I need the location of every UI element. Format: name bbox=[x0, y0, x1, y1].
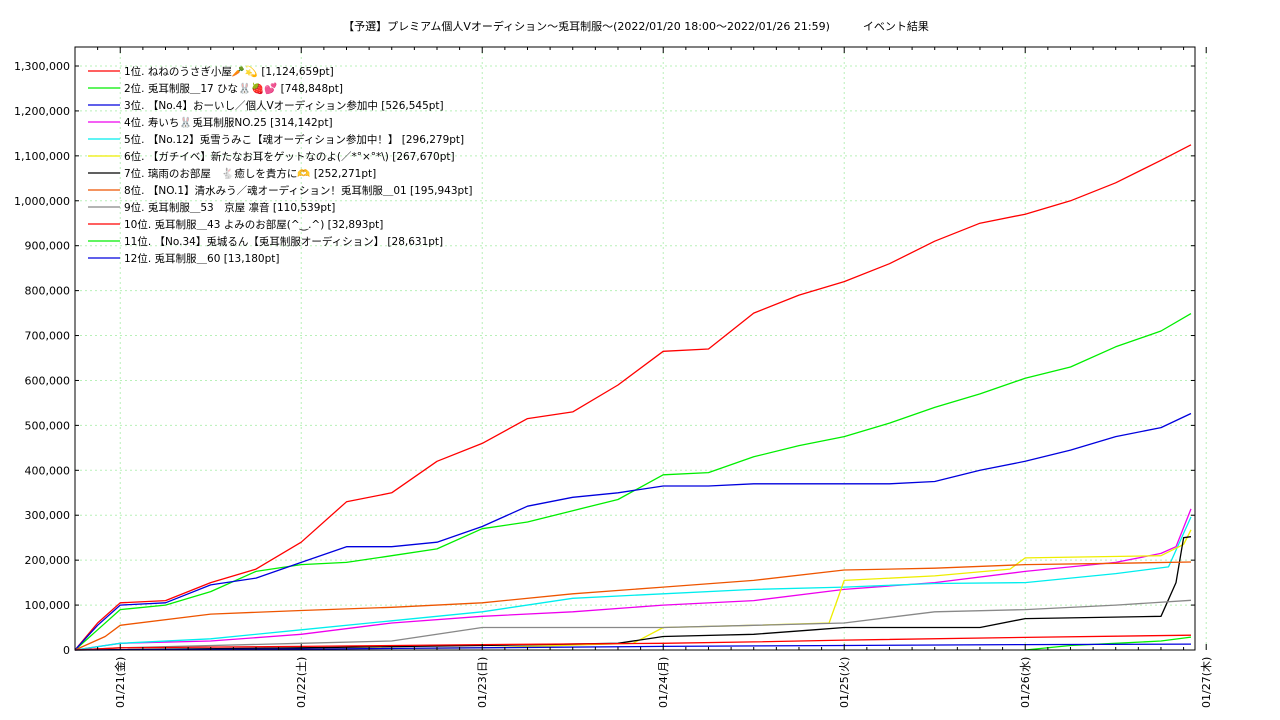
legend-label-5: 5位. 【No.12】兎雪うみこ【魂オーディション参加中！】 [296,279p… bbox=[124, 133, 464, 146]
series-line-12 bbox=[74, 643, 1192, 651]
series-line-7 bbox=[74, 536, 1192, 651]
y-tick-label: 300,000 bbox=[25, 509, 71, 522]
x-tick-label: 01/23(日) bbox=[476, 657, 489, 708]
legend-label-6: 6位. 【ガチイベ】新たなお耳をゲットなのよ(／*°×°*\) [267,670… bbox=[124, 150, 455, 163]
x-tick-label: 01/26(水) bbox=[1019, 657, 1032, 708]
y-tick-label: 800,000 bbox=[25, 285, 71, 298]
legend-label-3: 3位. 【No.4】おーいし／個人Vオーディション参加中 [526,545pt] bbox=[124, 99, 444, 112]
legend-label-4: 4位. 寿いち🐰兎耳制服NO.25 [314,142pt] bbox=[124, 116, 333, 129]
series-line-10 bbox=[74, 634, 1192, 651]
x-tick-label: 01/21(金) bbox=[113, 657, 127, 708]
y-tick-label: 1,000,000 bbox=[14, 195, 70, 208]
series-line-9 bbox=[74, 599, 1192, 651]
series-line-8 bbox=[74, 561, 1192, 651]
series-line-4 bbox=[74, 508, 1192, 651]
y-tick-label: 200,000 bbox=[25, 554, 71, 567]
x-axis: 01/21(金) 01/22(土) 01/23(日) 01/24(月) 01/25(火)… bbox=[74, 47, 1213, 708]
legend-label-8: 8位. 【NO.1】清水みう／魂オーディション！兎耳制服＿01 [195,943… bbox=[124, 184, 472, 197]
legend-label-2: 2位. 兎耳制服＿17 ひな🐰🍓💕 [748,848pt] bbox=[124, 82, 343, 95]
legend: 1位. ねねのうさぎ小屋🥕💫 [1,124,659pt] 2位. 兎耳制服＿17 … bbox=[88, 65, 472, 265]
x-tick-label: 01/27(木) bbox=[1200, 657, 1213, 708]
y-tick-label: 500,000 bbox=[25, 419, 71, 432]
y-tick-label: 0 bbox=[63, 644, 70, 657]
series-line-11 bbox=[1025, 636, 1192, 651]
y-tick-label: 900,000 bbox=[25, 240, 71, 253]
plot-frame bbox=[74, 46, 1196, 651]
legend-label-12: 12位. 兎耳制服＿60 [13,180pt] bbox=[124, 252, 279, 265]
y-tick-label: 100,000 bbox=[25, 599, 71, 612]
y-tick-label: 1,300,000 bbox=[14, 60, 70, 73]
legend-label-11: 11位. 【No.34】兎城るん【兎耳制服オーディション】 [28,631pt] bbox=[124, 235, 443, 248]
y-axis: 0 100,000 200,000 300,000 400,000 500,000 600,… bbox=[14, 60, 1195, 657]
y-tick-label: 700,000 bbox=[25, 330, 71, 343]
legend-label-10: 10位. 兎耳制服＿43 よみのお部屋(^‿.^) [32,893pt] bbox=[124, 218, 383, 231]
series-line-2 bbox=[74, 313, 1192, 651]
series-line-1 bbox=[74, 144, 1192, 651]
legend-label-7: 7位. 璃雨のお部屋 🐇癒しを貴方に🫶 [252,271pt] bbox=[124, 167, 376, 180]
chart-title: 【予選】プレミアム個人Vオーディション〜兎耳制服～(2022/01/20 18:… bbox=[343, 19, 929, 33]
x-tick-label: 01/24(月) bbox=[657, 657, 670, 708]
x-tick-label: 01/25(火) bbox=[838, 657, 851, 708]
legend-label-1: 1位. ねねのうさぎ小屋🥕💫 [1,124,659pt] bbox=[124, 65, 334, 78]
legend-label-9: 9位. 兎耳制服＿53 京屋 凛音 [110,539pt] bbox=[124, 201, 335, 214]
y-tick-label: 400,000 bbox=[25, 464, 71, 477]
y-tick-label: 600,000 bbox=[25, 374, 71, 387]
y-tick-label: 1,200,000 bbox=[14, 105, 70, 118]
y-tick-label: 1,100,000 bbox=[14, 150, 70, 163]
plot-area bbox=[74, 144, 1192, 651]
series-line-3 bbox=[74, 412, 1192, 651]
grid bbox=[75, 47, 1207, 650]
series-line-5 bbox=[74, 516, 1192, 651]
x-tick-label: 01/22(土) bbox=[295, 657, 308, 708]
